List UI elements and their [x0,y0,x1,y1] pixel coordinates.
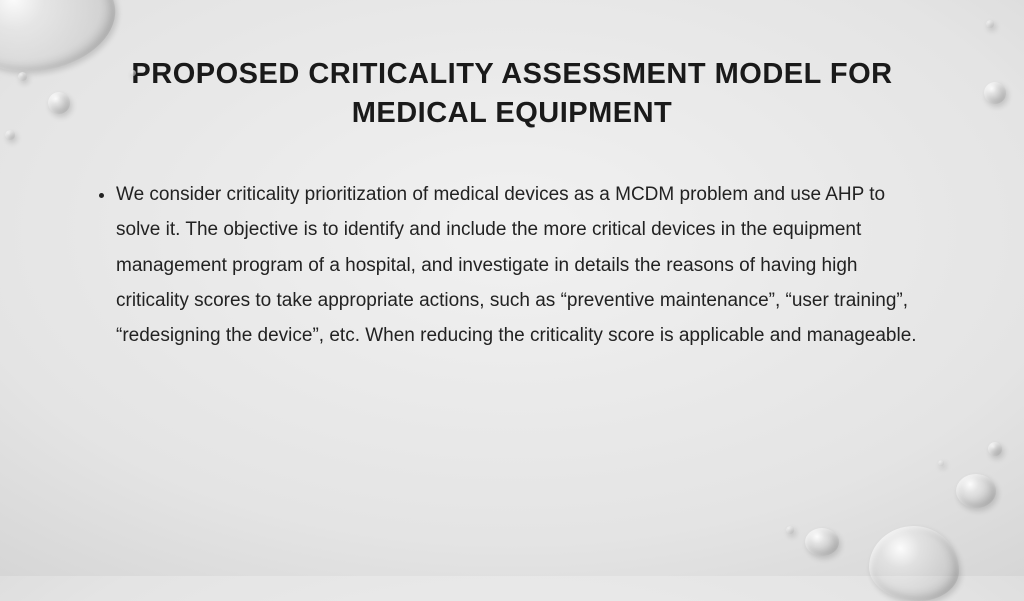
water-drop-icon [869,526,959,601]
water-drop-icon [48,92,70,114]
water-drop-icon [988,442,1002,456]
water-drop-icon [5,130,15,140]
slide-title: PROPOSED CRITICALITY ASSESSMENT MODEL FO… [90,55,934,133]
water-drop-icon [986,20,994,28]
slide-bullet: We consider criticality prioritization o… [116,177,934,353]
water-drop-icon [984,82,1006,104]
water-drop-icon [938,460,944,466]
water-drop-icon [956,474,996,508]
slide-body-list: We consider criticality prioritization o… [90,177,934,353]
water-drop-icon [805,528,839,556]
water-drop-icon [786,526,794,534]
slide-container: PROPOSED CRITICALITY ASSESSMENT MODEL FO… [0,0,1024,576]
water-drop-icon [18,72,27,81]
